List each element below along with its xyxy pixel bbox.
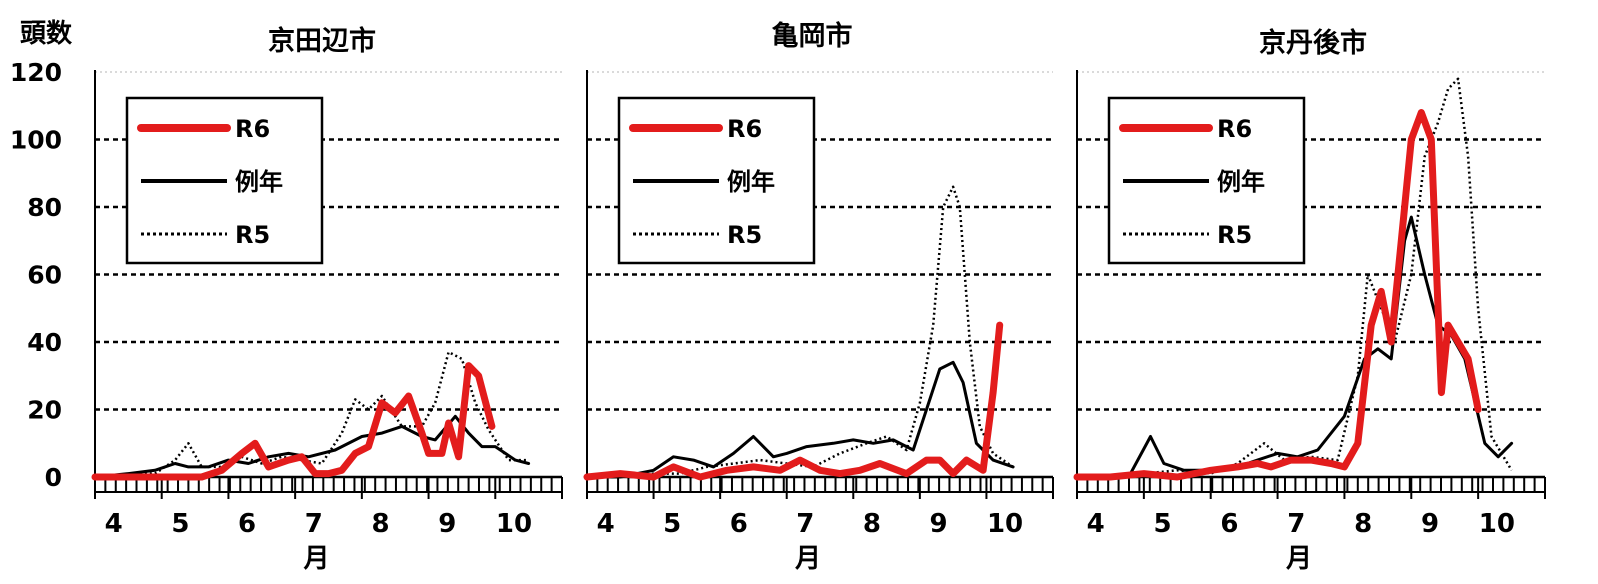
x-tick-label: 8 — [1354, 509, 1372, 539]
y-axis-unit-label: 頭数 — [20, 19, 73, 49]
x-tick-label: 7 — [305, 509, 323, 539]
x-axis-label: 月 — [302, 544, 329, 574]
x-tick-label: 10 — [1479, 509, 1515, 539]
legend-label: 例年 — [1217, 168, 1265, 196]
series-line-R6 — [583, 321, 1004, 481]
x-tick-label: 4 — [597, 509, 615, 539]
legend-label: R6 — [1217, 115, 1252, 143]
x-tick-label: 9 — [438, 509, 456, 539]
chart-title: 京田辺市 — [268, 25, 376, 57]
legend-label: R5 — [1217, 221, 1252, 249]
x-axis-label: 月 — [1285, 544, 1312, 574]
x-tick-label: 8 — [863, 509, 881, 539]
x-tick-label: 5 — [1154, 509, 1172, 539]
y-tick-label: 100 — [10, 126, 62, 155]
x-minor-ticks — [1076, 477, 1546, 492]
legend-label: R6 — [235, 115, 270, 143]
chart-panel-1: 京田辺市 0 20 40 60 80 100 120 4 5 6 7 8 9 10 月 R6 例年 R5 — [10, 25, 563, 574]
y-tick-label: 40 — [27, 328, 62, 357]
chart-panel-3: 京丹後市 4 5 6 7 8 9 10 月 R6 例年 R5 — [1073, 27, 1546, 574]
chart-panel-2: 亀岡市 4 5 6 7 8 9 10 月 R6 例年 R5 — [583, 20, 1054, 574]
x-axis-label: 月 — [794, 544, 821, 574]
x-tick-label: 9 — [929, 509, 947, 539]
x-tick-label: 6 — [1220, 509, 1238, 539]
x-tick-label: 7 — [796, 509, 814, 539]
x-tick-label: 5 — [663, 509, 681, 539]
legend-label: R5 — [235, 221, 270, 249]
y-tick-label: 20 — [27, 396, 62, 425]
x-tick-label: 4 — [105, 509, 123, 539]
series-line-R6 — [91, 362, 496, 481]
series-line-例年 — [93, 414, 531, 479]
legend: R6 例年 R5 — [1107, 96, 1306, 265]
x-tick-label: 4 — [1087, 509, 1105, 539]
y-tick-label: 120 — [10, 58, 62, 87]
legend-label: 例年 — [727, 168, 775, 196]
legend-label: 例年 — [235, 168, 283, 196]
x-tick-label: 9 — [1421, 509, 1439, 539]
chart-title: 亀岡市 — [772, 20, 853, 52]
series-line-例年 — [585, 360, 1015, 479]
x-tick-label: 7 — [1287, 509, 1305, 539]
y-tick-label: 0 — [45, 463, 62, 492]
series-line-R6 — [1073, 109, 1482, 481]
x-tick-label: 6 — [730, 509, 748, 539]
legend-label: R6 — [727, 115, 762, 143]
x-tick-label: 10 — [496, 509, 532, 539]
legend: R6 例年 R5 — [125, 96, 324, 265]
legend-label: R5 — [727, 221, 762, 249]
x-tick-label: 10 — [987, 509, 1023, 539]
x-tick-label: 6 — [238, 509, 256, 539]
y-tick-label: 80 — [27, 193, 62, 222]
y-tick-label: 60 — [27, 261, 62, 290]
series-line-R5 — [94, 350, 529, 479]
x-tick-label: 8 — [371, 509, 389, 539]
legend: R6 例年 R5 — [617, 96, 816, 265]
x-tick-label: 5 — [171, 509, 189, 539]
chart-title: 京丹後市 — [1259, 27, 1367, 59]
